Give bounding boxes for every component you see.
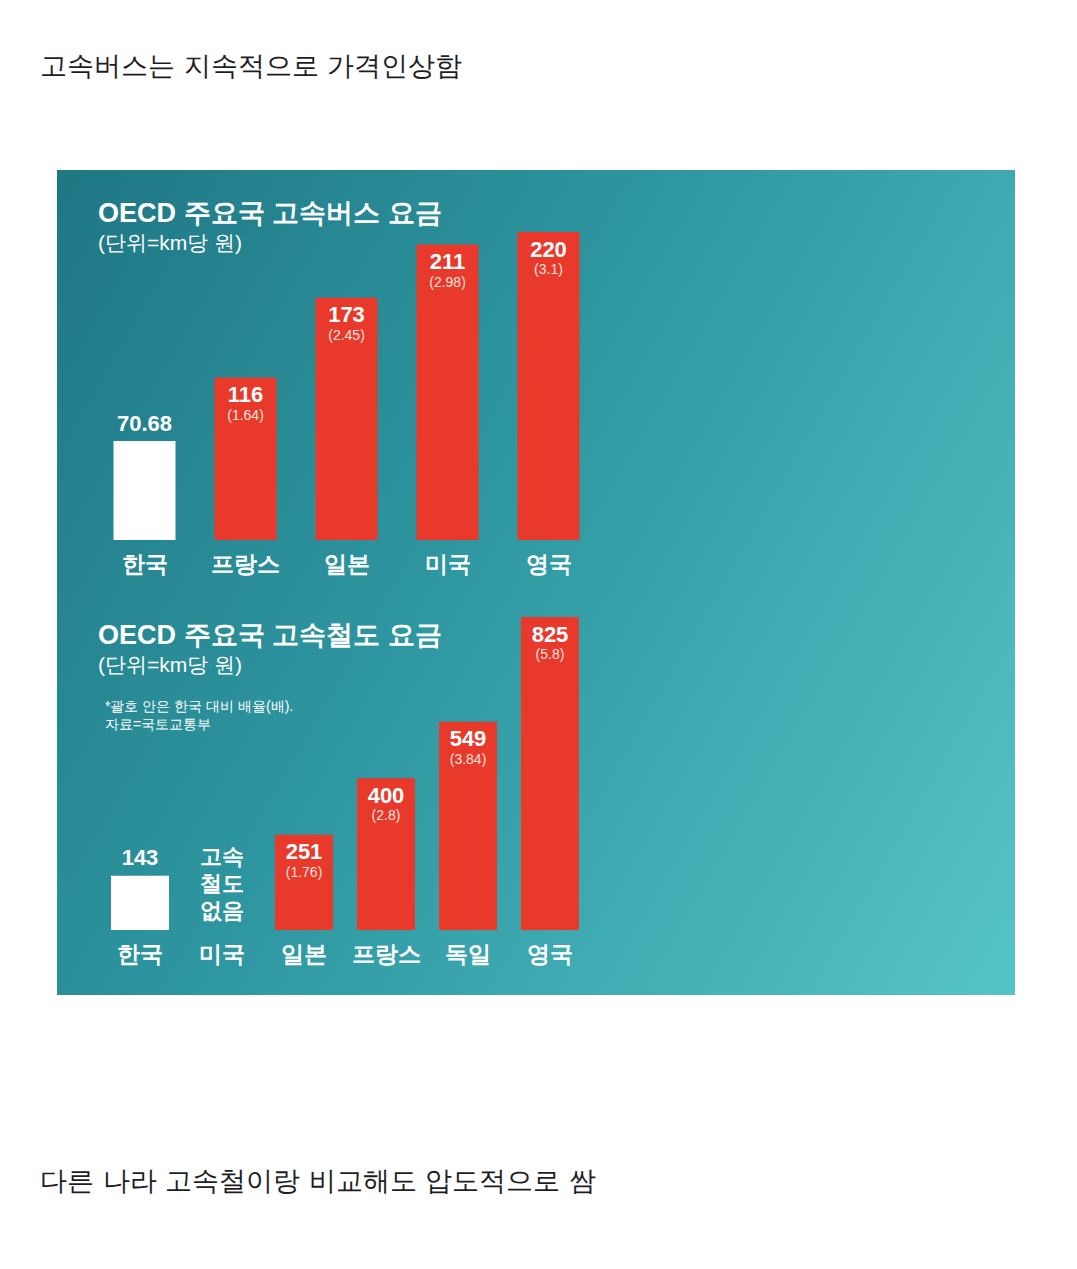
- svg-text:*괄호 안은 한국 대비 배율(배).: *괄호 안은 한국 대비 배율(배).: [105, 698, 293, 714]
- svg-text:173: 173: [328, 302, 365, 327]
- svg-text:(단위=km당 원): (단위=km당 원): [98, 231, 242, 254]
- svg-text:(단위=km당 원): (단위=km당 원): [98, 653, 242, 676]
- svg-text:영국: 영국: [526, 551, 572, 577]
- svg-text:프랑스: 프랑스: [352, 941, 421, 967]
- svg-text:70.68: 70.68: [117, 411, 172, 436]
- svg-text:(1.76): (1.76): [286, 864, 323, 880]
- svg-text:자료=국토교통부: 자료=국토교통부: [105, 716, 211, 732]
- svg-text:251: 251: [286, 839, 323, 864]
- svg-text:한국: 한국: [122, 551, 168, 577]
- svg-text:(2.45): (2.45): [328, 327, 365, 343]
- svg-text:220: 220: [530, 237, 567, 262]
- svg-text:프랑스: 프랑스: [211, 551, 280, 577]
- svg-text:211: 211: [430, 249, 466, 274]
- svg-text:(3.84): (3.84): [450, 751, 487, 767]
- svg-text:116: 116: [228, 382, 264, 407]
- svg-text:일본: 일본: [281, 941, 327, 967]
- svg-text:(3.1): (3.1): [534, 261, 563, 277]
- svg-text:(1.64): (1.64): [227, 407, 264, 423]
- svg-text:영국: 영국: [527, 941, 573, 967]
- svg-text:없음: 없음: [200, 898, 244, 923]
- html-text:고속버스는 지속적으로 가격인상함: 고속버스는 지속적으로 가격인상함: [40, 50, 463, 81]
- svg-text:(2.8): (2.8): [372, 807, 401, 823]
- svg-text:일본: 일본: [324, 551, 370, 577]
- svg-text:OECD 주요국 고속버스 요금: OECD 주요국 고속버스 요금: [98, 198, 442, 228]
- svg-text:825: 825: [532, 622, 569, 647]
- svg-text:철도: 철도: [200, 871, 244, 896]
- svg-text:400: 400: [368, 783, 405, 808]
- svg-text:(2.98): (2.98): [429, 274, 466, 290]
- svg-text:미국: 미국: [199, 941, 245, 967]
- svg-text:한국: 한국: [117, 941, 163, 967]
- svg-text:143: 143: [122, 845, 159, 870]
- svg-text:(5.8): (5.8): [536, 646, 565, 662]
- svg-text:OECD 주요국 고속철도 요금: OECD 주요국 고속철도 요금: [98, 620, 442, 650]
- svg-text:독일: 독일: [445, 941, 491, 967]
- svg-text:549: 549: [450, 726, 487, 751]
- html-text:다른 나라 고속철이랑 비교해도 압도적으로 쌈: 다른 나라 고속철이랑 비교해도 압도적으로 쌈: [40, 1165, 596, 1196]
- svg-text:미국: 미국: [425, 551, 471, 577]
- svg-text:고속: 고속: [200, 844, 244, 869]
